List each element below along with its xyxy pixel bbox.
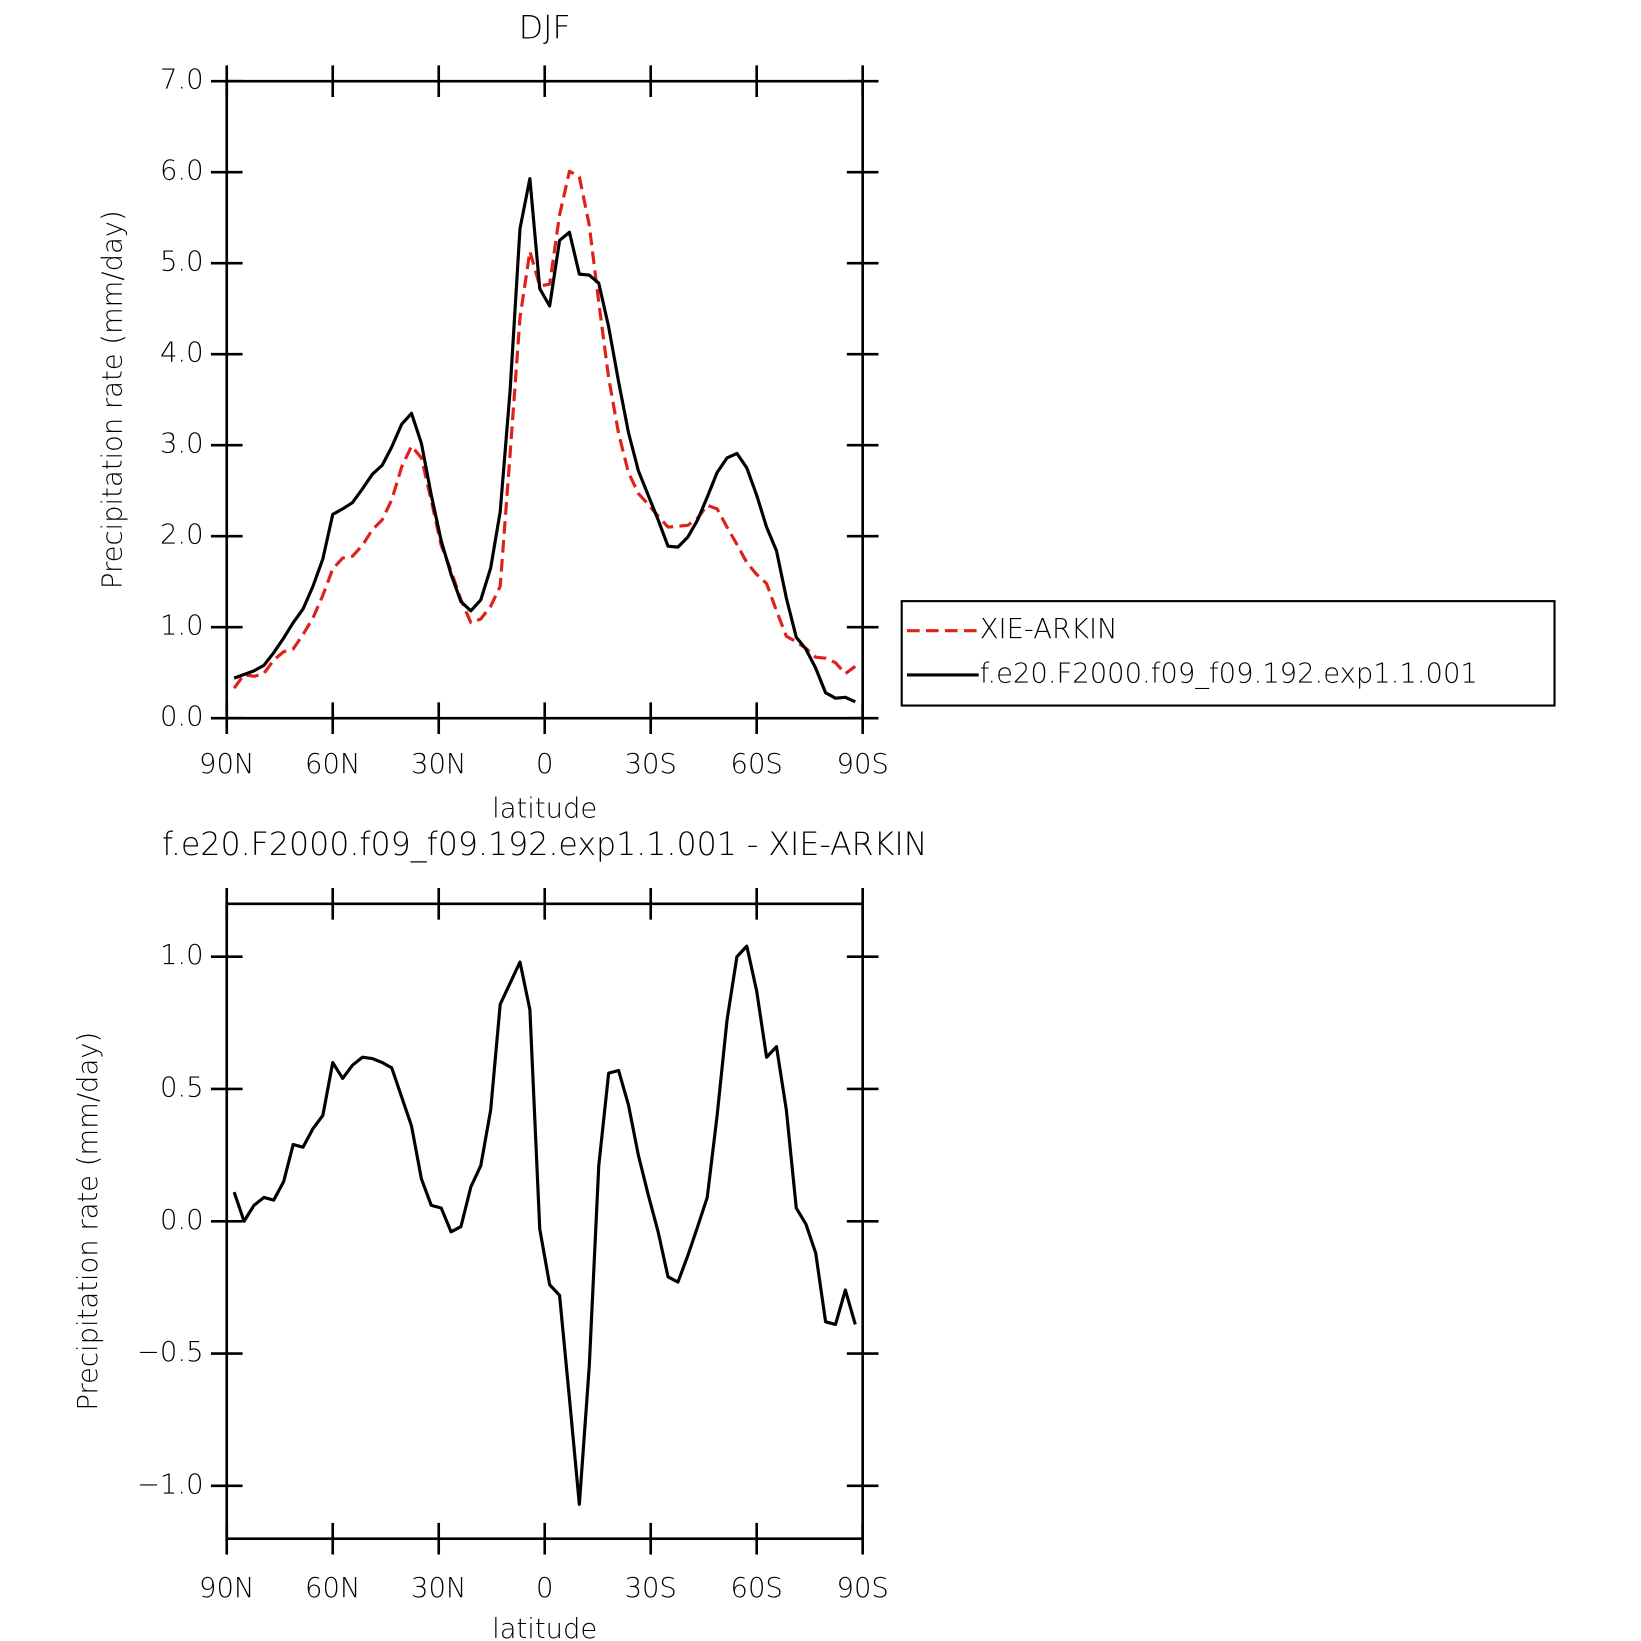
x-tick-label: 60N: [305, 749, 360, 780]
y-tick-label: 6.0: [160, 156, 204, 187]
chart-title: DJF: [519, 11, 571, 47]
chart-title: f.e20.F2000.f09_f09.192.exp1.1.001 - XIE…: [162, 827, 927, 863]
y-axis-label: Precipitation rate (mm/day): [73, 1032, 104, 1411]
y-tick-label: 1.0: [160, 940, 204, 971]
y-tick-label: 5.0: [160, 247, 204, 278]
x-axis-label: latitude: [492, 1614, 597, 1641]
data-line: [232, 169, 857, 690]
data-line: [233, 176, 856, 704]
x-tick-label: 60S: [731, 749, 783, 780]
y-tick-label: 2.0: [160, 520, 204, 551]
x-axis-label: latitude: [492, 793, 597, 824]
legend-label: XIE-ARKIN: [980, 614, 1118, 645]
legend-label: f.e20.F2000.f09_f09.192.exp1.1.001: [980, 658, 1478, 689]
y-tick-label: −1.0: [137, 1469, 204, 1500]
x-tick-label: 60S: [731, 1573, 783, 1604]
y-tick-label: 1.0: [160, 611, 204, 642]
y-tick-label: 0.0: [160, 1205, 204, 1236]
y-tick-label: 0.5: [160, 1072, 204, 1103]
x-tick-label: 0: [536, 749, 553, 780]
y-axis-label: Precipitation rate (mm/day): [97, 210, 128, 589]
x-tick-label: 30N: [411, 1573, 466, 1604]
data-line: [232, 944, 857, 1506]
legend-box: [900, 600, 1556, 707]
x-tick-label: 30S: [625, 1573, 677, 1604]
y-tick-label: 3.0: [160, 429, 204, 460]
y-tick-label: −0.5: [137, 1337, 204, 1368]
x-tick-label: 90S: [837, 1573, 889, 1604]
x-tick-label: 60N: [305, 1573, 360, 1604]
plot-frame: [225, 902, 865, 1541]
x-tick-label: 90S: [837, 749, 889, 780]
plot-frame: [225, 79, 865, 720]
x-tick-label: 30N: [411, 749, 466, 780]
x-tick-label: 30S: [625, 749, 677, 780]
y-tick-label: 0.0: [160, 702, 204, 733]
x-tick-label: 90N: [199, 749, 254, 780]
x-tick-label: 0: [536, 1573, 553, 1604]
x-tick-label: 90N: [199, 1573, 254, 1604]
y-tick-label: 7.0: [160, 65, 204, 96]
y-tick-label: 4.0: [160, 338, 204, 369]
